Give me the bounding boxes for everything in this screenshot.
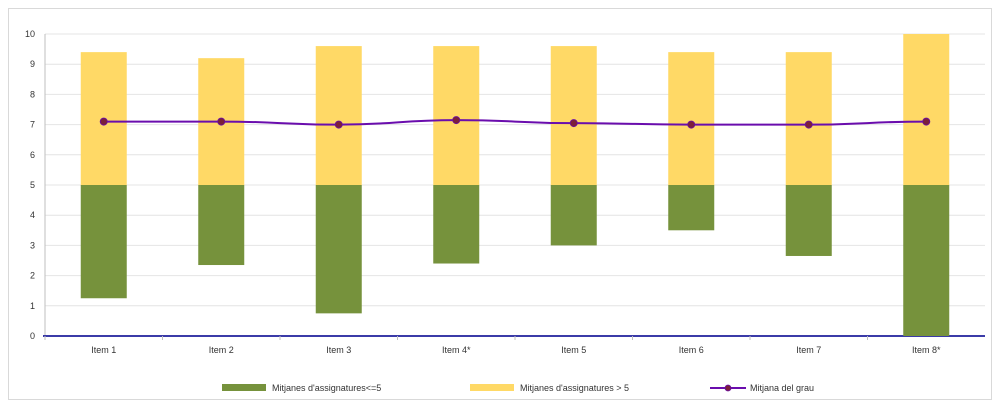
bar-low-7 (785, 185, 832, 256)
y-tick-label: 6 (30, 150, 35, 160)
average-line-path (103, 119, 927, 126)
x-tick-label: Item 2 (209, 345, 234, 355)
legend-swatch-1 (222, 384, 266, 391)
bar-high-7 (785, 52, 832, 186)
y-tick-label: 4 (30, 210, 35, 220)
average-point-3 (334, 120, 343, 129)
average-point-5 (569, 119, 578, 128)
legend-label-1: Mitjanes d'assignatures<=5 (272, 383, 381, 393)
average-point-2 (217, 117, 226, 126)
legend-swatch-2 (470, 384, 514, 391)
bar-low-8 (903, 185, 950, 336)
x-tick-label: Item 1 (91, 345, 116, 355)
x-axis-ticks: Item 1 Item 2 Item 3 Item 4* Item 5 Item 6 Ite… (44, 336, 941, 355)
x-tick-label: Item 4* (442, 345, 471, 355)
bar-low-6 (668, 185, 715, 231)
y-tick-label: 7 (30, 120, 35, 130)
bar-low-5 (550, 185, 597, 246)
y-tick-label: 8 (30, 89, 35, 99)
bar-high-6 (668, 52, 715, 186)
bar-high-3 (315, 46, 362, 185)
average-point-4 (452, 116, 461, 125)
legend-label-3: Mitjana del grau (750, 383, 814, 393)
x-tick-label: Item 8* (912, 345, 941, 355)
x-tick-label: Item 6 (679, 345, 704, 355)
bar-low-3 (315, 185, 362, 314)
x-tick-label: Item 5 (561, 345, 586, 355)
y-tick-label: 3 (30, 240, 35, 250)
y-tick-label: 1 (30, 301, 35, 311)
y-tick-label: 10 (25, 29, 35, 39)
bar-low-1 (80, 185, 127, 299)
bar-high-5 (550, 46, 597, 185)
x-tick-label: Item 7 (796, 345, 821, 355)
y-tick-label: 2 (30, 271, 35, 281)
y-tick-label: 9 (30, 59, 35, 69)
y-tick-label: 5 (30, 180, 35, 190)
legend-marker (724, 384, 732, 392)
y-axis-ticks: 0 1 2 3 4 5 6 7 8 9 10 (25, 29, 35, 341)
x-tick-label: Item 3 (326, 345, 351, 355)
legend-label-2: Mitjanes d'assignatures > 5 (520, 383, 629, 393)
bar-low-2 (198, 185, 245, 266)
average-point-8 (922, 117, 931, 126)
average-line (99, 116, 931, 129)
legend: Mitjanes d'assignatures<=5 Mitjanes d'ass… (222, 383, 814, 393)
average-point-1 (99, 117, 108, 126)
bar-low-4 (433, 185, 480, 264)
bar-high-8 (903, 34, 950, 185)
gridlines (43, 33, 985, 337)
y-tick-label: 0 (30, 331, 35, 341)
average-point-6 (687, 120, 696, 129)
average-point-7 (804, 120, 813, 129)
bar-high-4 (433, 46, 480, 185)
